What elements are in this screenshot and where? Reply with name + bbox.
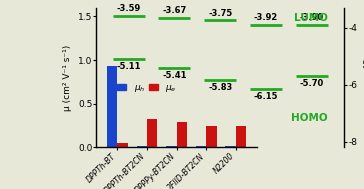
Bar xyxy=(236,126,246,147)
Bar xyxy=(136,146,147,147)
Bar xyxy=(117,143,128,147)
Text: -3.92: -3.92 xyxy=(254,13,278,22)
Y-axis label: μ (cm² V⁻¹ s⁻¹): μ (cm² V⁻¹ s⁻¹) xyxy=(63,44,72,111)
Text: -3.67: -3.67 xyxy=(162,6,186,15)
Bar xyxy=(177,122,187,147)
Legend: $\mu_h$, $\mu_e$: $\mu_h$, $\mu_e$ xyxy=(114,80,180,98)
Text: -5.41: -5.41 xyxy=(162,71,187,80)
Bar xyxy=(225,146,236,147)
Text: -5.83: -5.83 xyxy=(208,83,232,92)
Text: -5.70: -5.70 xyxy=(300,79,324,88)
Bar xyxy=(206,126,217,147)
Text: LUMO: LUMO xyxy=(294,13,328,23)
Bar xyxy=(166,146,177,147)
Bar xyxy=(196,146,206,147)
Text: -5.11: -5.11 xyxy=(116,62,141,71)
Text: -6.15: -6.15 xyxy=(254,92,278,101)
Text: -3.75: -3.75 xyxy=(208,9,232,18)
Y-axis label: Energy level (eV): Energy level (eV) xyxy=(362,38,364,117)
Bar xyxy=(107,66,117,147)
Text: -3.59: -3.59 xyxy=(116,4,141,13)
Text: -3.90: -3.90 xyxy=(300,13,324,22)
Bar xyxy=(147,119,157,147)
Text: HOMO: HOMO xyxy=(291,113,328,123)
